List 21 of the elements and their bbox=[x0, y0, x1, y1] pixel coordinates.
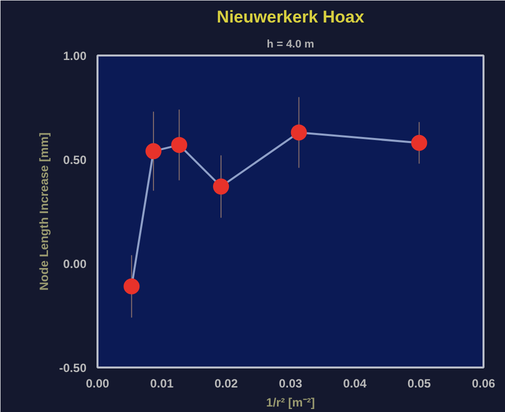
point bbox=[171, 136, 188, 153]
y-tick-label: -0.50 bbox=[59, 361, 87, 375]
x-tick-label: 0.06 bbox=[472, 376, 496, 390]
x-tick-label: 0.05 bbox=[407, 376, 432, 390]
y-tick-label: 1.00 bbox=[63, 49, 87, 63]
y-axis-title: Node Length Increase [mm] bbox=[37, 132, 52, 291]
point bbox=[145, 143, 162, 160]
point bbox=[411, 134, 428, 151]
chart-title: Nieuwerkerk Hoax bbox=[216, 8, 365, 26]
point bbox=[124, 278, 140, 294]
x-tick-label: 0.00 bbox=[86, 376, 110, 390]
y-tick-label: 0.50 bbox=[63, 153, 87, 167]
x-tick-label: 0.02 bbox=[214, 376, 238, 390]
chart-subtitle: h = 4.0 m bbox=[266, 38, 314, 50]
x-tick-label: 0.01 bbox=[150, 376, 174, 390]
x-axis-title: 1/r² [m⁻²] bbox=[266, 396, 315, 410]
x-tick-label: 0.03 bbox=[278, 376, 303, 390]
point bbox=[213, 178, 230, 195]
y-tick-label: 0.00 bbox=[63, 257, 87, 271]
x-tick-label: 0.04 bbox=[343, 376, 367, 390]
point bbox=[290, 124, 307, 140]
